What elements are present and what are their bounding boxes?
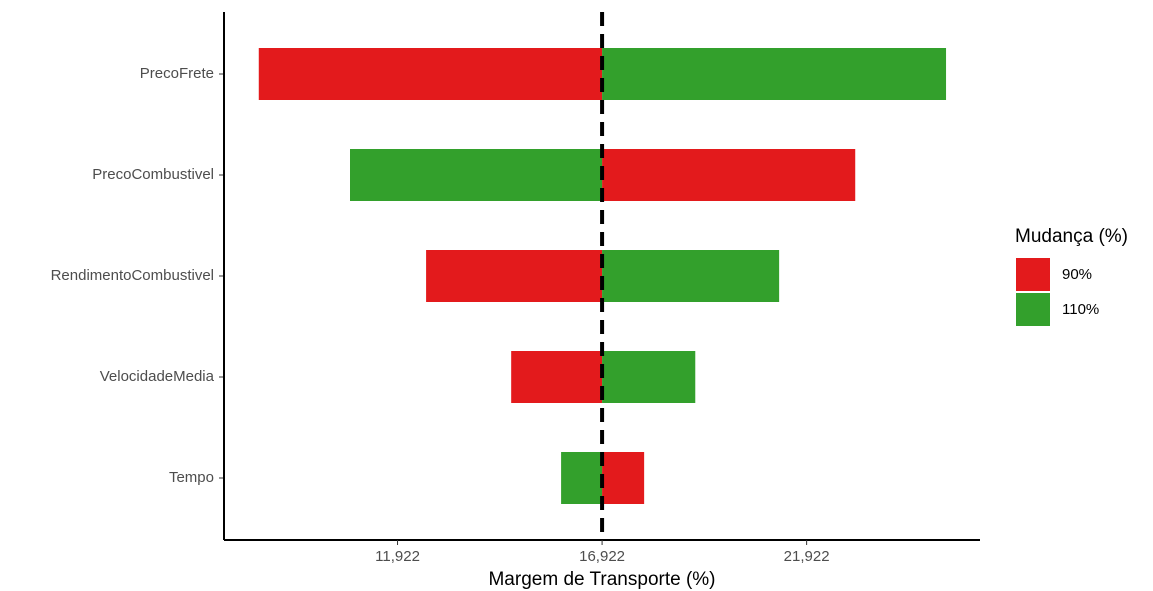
x-tick-label: 21,922 <box>784 548 830 565</box>
bar <box>602 250 780 302</box>
y-tick-label: VelocidadeMedia <box>100 368 215 385</box>
bar <box>602 48 947 100</box>
bar <box>258 48 603 100</box>
legend-label: 110% <box>1062 301 1099 318</box>
legend-key <box>1016 293 1050 326</box>
bar <box>602 351 696 403</box>
y-tick-label: Tempo <box>169 469 214 486</box>
bar <box>602 149 856 201</box>
legend-key <box>1016 258 1050 291</box>
bar <box>511 351 603 403</box>
y-tick-label: PrecoFrete <box>140 65 214 82</box>
x-tick-label: 16,922 <box>579 548 625 565</box>
bar <box>602 452 645 504</box>
bar <box>426 250 603 302</box>
y-tick-label: PrecoCombustivel <box>92 166 214 183</box>
legend-title: Mudança (%) <box>1015 226 1128 247</box>
x-axis-title: Margem de Transporte (%) <box>488 569 715 590</box>
bar <box>561 452 603 504</box>
y-tick-label: RendimentoCombustivel <box>51 267 214 284</box>
legend-label: 90% <box>1062 266 1092 283</box>
x-tick-label: 11,922 <box>375 548 420 565</box>
bar <box>350 149 603 201</box>
